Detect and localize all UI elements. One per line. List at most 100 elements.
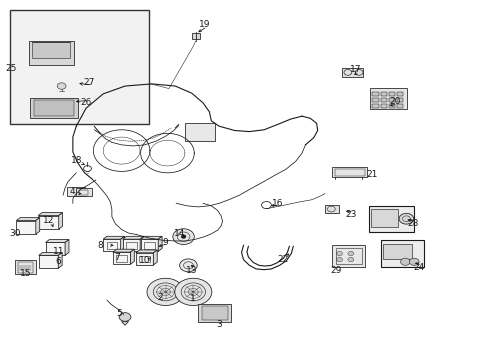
Bar bbox=[32, 42, 70, 58]
Bar bbox=[141, 239, 158, 251]
Bar bbox=[334, 169, 364, 176]
Polygon shape bbox=[39, 252, 62, 255]
Bar bbox=[66, 187, 85, 196]
Text: 4: 4 bbox=[70, 187, 76, 196]
Circle shape bbox=[336, 251, 342, 256]
Circle shape bbox=[147, 278, 183, 306]
Polygon shape bbox=[158, 236, 162, 251]
Text: 1: 1 bbox=[190, 294, 196, 303]
Bar bbox=[16, 221, 36, 234]
Bar bbox=[18, 262, 33, 273]
Text: 29: 29 bbox=[330, 266, 341, 275]
Circle shape bbox=[400, 258, 409, 265]
Text: 14: 14 bbox=[174, 229, 185, 238]
Text: 8: 8 bbox=[98, 241, 103, 250]
Bar bbox=[15, 260, 36, 274]
Circle shape bbox=[181, 235, 185, 238]
Text: 3: 3 bbox=[216, 320, 222, 329]
Polygon shape bbox=[121, 236, 124, 251]
Bar bbox=[113, 252, 130, 264]
Text: 28: 28 bbox=[406, 219, 418, 228]
Bar bbox=[396, 104, 403, 108]
Bar bbox=[144, 242, 154, 249]
Bar bbox=[136, 253, 153, 265]
Bar bbox=[371, 92, 378, 96]
Bar bbox=[76, 188, 92, 196]
Bar bbox=[331, 244, 365, 267]
Text: 5: 5 bbox=[116, 309, 122, 318]
Bar bbox=[122, 239, 140, 251]
Polygon shape bbox=[65, 239, 69, 255]
Text: 30: 30 bbox=[10, 229, 21, 238]
Bar bbox=[201, 306, 227, 320]
Bar bbox=[191, 33, 199, 39]
Circle shape bbox=[172, 229, 194, 244]
Bar bbox=[341, 68, 362, 77]
Bar bbox=[388, 98, 394, 102]
Bar bbox=[39, 255, 58, 268]
Text: 9: 9 bbox=[163, 238, 168, 247]
Bar bbox=[388, 104, 394, 108]
Text: 21: 21 bbox=[366, 170, 377, 179]
Polygon shape bbox=[103, 236, 124, 239]
Text: 6: 6 bbox=[55, 257, 61, 266]
Polygon shape bbox=[59, 213, 62, 229]
Polygon shape bbox=[130, 249, 134, 264]
Circle shape bbox=[347, 251, 353, 256]
Text: 22: 22 bbox=[276, 255, 287, 264]
Bar bbox=[38, 216, 59, 229]
Circle shape bbox=[347, 257, 353, 262]
Bar bbox=[383, 244, 411, 259]
Bar bbox=[116, 255, 126, 261]
Polygon shape bbox=[58, 252, 62, 268]
Text: 11: 11 bbox=[52, 247, 64, 256]
Polygon shape bbox=[140, 236, 144, 251]
Circle shape bbox=[179, 259, 197, 272]
Bar bbox=[325, 205, 338, 213]
Polygon shape bbox=[122, 236, 144, 239]
Text: 27: 27 bbox=[83, 78, 95, 87]
Text: 12: 12 bbox=[43, 216, 54, 225]
Bar bbox=[335, 248, 361, 264]
Bar bbox=[10, 10, 149, 125]
Text: 17: 17 bbox=[349, 65, 361, 74]
Bar bbox=[380, 98, 386, 102]
Bar bbox=[184, 123, 215, 140]
Bar bbox=[198, 305, 231, 321]
Text: 13: 13 bbox=[186, 266, 197, 275]
Polygon shape bbox=[136, 250, 157, 253]
Text: 15: 15 bbox=[20, 269, 32, 278]
Bar bbox=[79, 190, 88, 195]
Bar bbox=[388, 92, 394, 96]
Bar bbox=[30, 98, 78, 118]
Polygon shape bbox=[36, 218, 40, 234]
Circle shape bbox=[57, 83, 66, 89]
Bar bbox=[29, 41, 74, 65]
Bar bbox=[396, 92, 403, 96]
Polygon shape bbox=[113, 249, 134, 252]
Text: 24: 24 bbox=[412, 264, 424, 273]
Polygon shape bbox=[122, 321, 128, 325]
Bar bbox=[331, 167, 366, 177]
Bar bbox=[370, 210, 397, 226]
Text: 2: 2 bbox=[158, 293, 163, 302]
Polygon shape bbox=[16, 218, 40, 221]
Bar bbox=[126, 242, 136, 249]
Text: 26: 26 bbox=[80, 98, 92, 107]
Bar bbox=[139, 256, 149, 262]
Circle shape bbox=[174, 278, 211, 306]
Bar bbox=[103, 239, 121, 251]
Text: 10: 10 bbox=[139, 256, 150, 265]
Bar bbox=[369, 88, 406, 109]
Bar bbox=[45, 242, 65, 255]
Bar bbox=[368, 206, 413, 232]
Bar bbox=[106, 242, 117, 249]
Text: 7: 7 bbox=[114, 253, 120, 262]
Text: 20: 20 bbox=[388, 97, 400, 106]
Polygon shape bbox=[153, 250, 157, 265]
Bar bbox=[371, 104, 378, 108]
Circle shape bbox=[408, 258, 418, 265]
Text: 16: 16 bbox=[271, 199, 283, 208]
Circle shape bbox=[119, 313, 131, 321]
Bar bbox=[34, 100, 74, 116]
